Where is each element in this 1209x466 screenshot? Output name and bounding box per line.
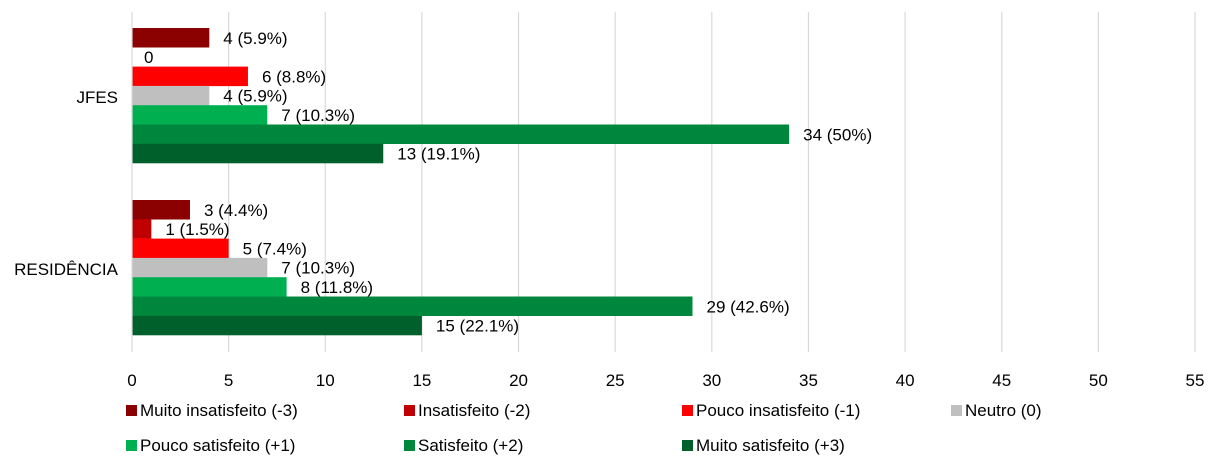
data-label: 34 (50%) (803, 125, 872, 144)
data-label: 0 (144, 48, 153, 67)
data-label: 29 (42.6%) (706, 297, 789, 316)
x-tick-label: 0 (127, 371, 136, 390)
legend-swatch (404, 405, 415, 416)
bars (132, 28, 790, 336)
x-tick-label: 20 (509, 371, 528, 390)
legend-label: Insatisfeito (-2) (418, 401, 530, 420)
legend-label: Pouco satisfeito (+1) (140, 436, 295, 455)
category-label: RESIDÊNCIA (14, 260, 119, 279)
x-tick-label: 10 (316, 371, 335, 390)
x-tick-label: 50 (1089, 371, 1108, 390)
legend-label: Satisfeito (+2) (418, 436, 523, 455)
data-labels: 4 (5.9%)06 (8.8%)4 (5.9%)7 (10.3%)34 (50… (144, 29, 872, 336)
bar (132, 124, 790, 144)
bar (132, 143, 384, 164)
legend-swatch (404, 440, 415, 451)
data-label: 15 (22.1%) (436, 317, 519, 336)
bar (132, 28, 210, 48)
bar (132, 66, 248, 87)
x-tick-label: 5 (224, 371, 233, 390)
data-label: 13 (19.1%) (397, 145, 480, 164)
bar (132, 296, 693, 316)
x-tick-label: 15 (412, 371, 431, 390)
legend-label: Muito satisfeito (+3) (696, 436, 845, 455)
legend-label: Neutro (0) (965, 401, 1042, 420)
bar (132, 277, 287, 297)
legend-swatch (126, 405, 137, 416)
bar (132, 219, 152, 239)
x-tick-label: 55 (1186, 371, 1205, 390)
x-tick-label: 30 (702, 371, 721, 390)
gridlines (228, 12, 1196, 352)
legend-label: Pouco insatisfeito (-1) (696, 401, 860, 420)
bar (132, 315, 422, 336)
legend-swatch (682, 440, 693, 451)
data-label: 6 (8.8%) (262, 67, 326, 86)
bar (132, 200, 190, 220)
bar (132, 238, 229, 259)
category-label: JFES (76, 88, 118, 107)
x-tick-label: 45 (992, 371, 1011, 390)
data-label: 7 (10.3%) (281, 106, 355, 125)
bar (132, 105, 268, 125)
data-label: 8 (11.8%) (301, 278, 373, 297)
bar (132, 85, 210, 106)
bar (132, 257, 268, 278)
axes: 0 5 10 15 20 25 30 35 40 45 50 55 JFES RESIDÊNCIA (14, 12, 1204, 390)
legend: Muito insatisfeito (-3) Insatisfeito (-2)… (126, 401, 1042, 455)
legend-label: Muito insatisfeito (-3) (140, 401, 298, 420)
legend-swatch (951, 405, 962, 416)
data-label: 4 (5.9%) (223, 87, 287, 106)
data-label: 7 (10.3%) (281, 259, 355, 278)
data-label: 3 (4.4%) (204, 201, 268, 220)
data-label: 4 (5.9%) (223, 29, 287, 48)
data-label: 5 (7.4%) (243, 239, 307, 258)
legend-swatch (682, 405, 693, 416)
data-label: 1 (1.5%) (165, 220, 229, 239)
x-tick-label: 40 (896, 371, 915, 390)
x-tick-label: 35 (799, 371, 818, 390)
x-tick-label: 25 (606, 371, 625, 390)
legend-swatch (126, 440, 137, 451)
